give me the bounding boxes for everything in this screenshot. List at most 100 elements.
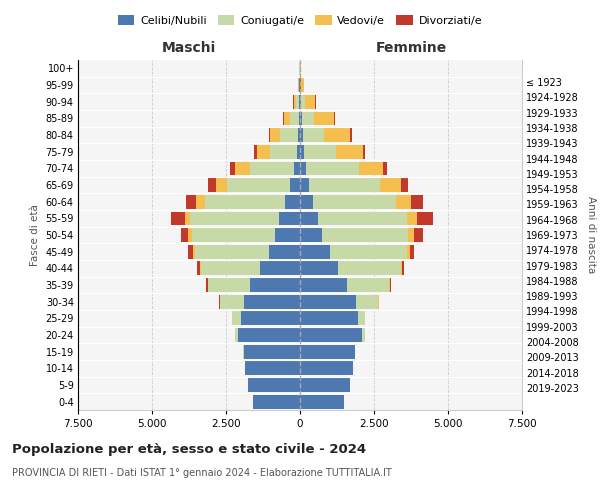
Bar [305, 95, 315, 108]
Bar [363, 145, 365, 158]
Bar [300, 328, 362, 342]
Bar [407, 212, 417, 225]
Bar [313, 195, 396, 208]
Bar [347, 278, 389, 292]
Bar [380, 178, 401, 192]
Bar [285, 195, 300, 208]
Bar [408, 228, 414, 242]
Bar [243, 345, 244, 358]
Bar [188, 245, 193, 258]
Bar [300, 112, 302, 125]
Bar [322, 228, 408, 242]
Bar [201, 262, 260, 275]
Bar [257, 145, 271, 158]
Bar [362, 328, 365, 342]
Bar [389, 278, 391, 292]
Bar [190, 212, 279, 225]
Bar [195, 245, 269, 258]
Bar [186, 195, 196, 208]
Bar [220, 295, 244, 308]
Bar [284, 112, 290, 125]
Bar [300, 395, 344, 408]
Bar [414, 228, 423, 242]
Bar [300, 378, 350, 392]
Bar [193, 245, 195, 258]
Bar [298, 128, 300, 142]
Text: Popolazione per età, sesso e stato civile - 2024: Popolazione per età, sesso e stato civil… [12, 442, 366, 456]
Bar [300, 78, 301, 92]
Bar [300, 295, 356, 308]
Bar [279, 212, 300, 225]
Bar [304, 145, 336, 158]
Bar [244, 295, 300, 308]
Bar [417, 212, 433, 225]
Bar [254, 145, 257, 158]
Bar [296, 95, 299, 108]
Bar [300, 128, 303, 142]
Y-axis label: Fasce di età: Fasce di età [30, 204, 40, 266]
Bar [181, 228, 188, 242]
Bar [300, 195, 313, 208]
Bar [407, 245, 410, 258]
Bar [248, 378, 300, 392]
Bar [300, 228, 322, 242]
Bar [269, 128, 280, 142]
Text: Maschi: Maschi [162, 41, 216, 55]
Bar [350, 128, 352, 142]
Bar [300, 212, 318, 225]
Bar [300, 278, 347, 292]
Legend: Celibi/Nubili, Coniugati/e, Vedovi/e, Divorziati/e: Celibi/Nubili, Coniugati/e, Vedovi/e, Di… [113, 10, 487, 30]
Bar [238, 328, 300, 342]
Text: Femmine: Femmine [376, 41, 446, 55]
Bar [235, 162, 250, 175]
Bar [302, 112, 314, 125]
Bar [314, 112, 334, 125]
Bar [188, 228, 192, 242]
Bar [294, 95, 296, 108]
Bar [208, 178, 215, 192]
Bar [323, 128, 350, 142]
Bar [205, 195, 285, 208]
Bar [301, 95, 305, 108]
Bar [300, 95, 301, 108]
Bar [411, 195, 423, 208]
Y-axis label: Anni di nascita: Anni di nascita [586, 196, 596, 274]
Bar [306, 162, 359, 175]
Bar [359, 162, 383, 175]
Bar [269, 245, 300, 258]
Bar [300, 245, 329, 258]
Bar [300, 145, 304, 158]
Bar [334, 112, 335, 125]
Bar [227, 178, 290, 192]
Bar [275, 228, 300, 242]
Bar [200, 262, 201, 275]
Bar [300, 312, 358, 325]
Bar [271, 145, 297, 158]
Bar [260, 262, 300, 275]
Bar [318, 212, 407, 225]
Bar [280, 128, 298, 142]
Bar [410, 245, 414, 258]
Bar [215, 178, 227, 192]
Bar [244, 345, 300, 358]
Bar [329, 245, 407, 258]
Bar [303, 128, 323, 142]
Bar [300, 345, 355, 358]
Bar [309, 178, 380, 192]
Bar [356, 295, 379, 308]
Bar [299, 112, 300, 125]
Bar [290, 178, 300, 192]
Text: PROVINCIA DI RIETI - Dati ISTAT 1° gennaio 2024 - Elaborazione TUTTITALIA.IT: PROVINCIA DI RIETI - Dati ISTAT 1° genna… [12, 468, 392, 477]
Bar [241, 312, 300, 325]
Bar [290, 112, 299, 125]
Bar [253, 395, 300, 408]
Bar [300, 362, 353, 375]
Bar [396, 195, 411, 208]
Bar [299, 95, 300, 108]
Bar [383, 162, 388, 175]
Bar [338, 262, 401, 275]
Bar [250, 162, 294, 175]
Bar [192, 228, 275, 242]
Bar [250, 278, 300, 292]
Bar [300, 178, 309, 192]
